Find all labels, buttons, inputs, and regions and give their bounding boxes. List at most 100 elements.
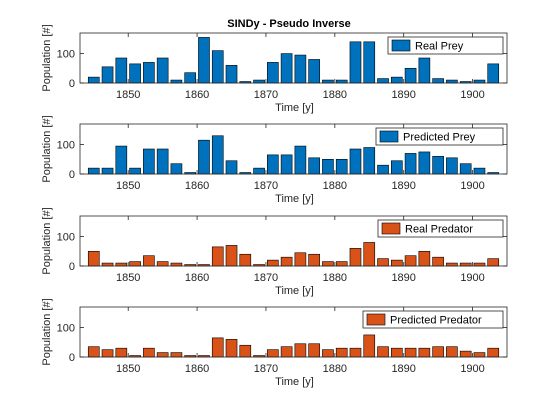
x-tick-label: 1850 <box>116 363 140 375</box>
y-tick-label: 100 <box>57 232 75 244</box>
bar <box>280 53 293 84</box>
bar <box>115 262 128 267</box>
axes-box <box>79 215 508 267</box>
bar <box>170 262 183 267</box>
x-tick-label: 1900 <box>460 272 484 284</box>
x-tick-label: 1860 <box>185 89 209 101</box>
bar <box>349 248 362 267</box>
bar <box>473 262 486 267</box>
bar <box>363 147 376 175</box>
bar <box>308 59 320 84</box>
bar <box>377 258 389 267</box>
bar <box>459 163 472 175</box>
x-tick-label: 1870 <box>254 89 278 101</box>
bar <box>473 167 486 175</box>
bar <box>349 148 362 175</box>
bar <box>280 346 293 358</box>
bar <box>87 346 100 358</box>
bar <box>198 37 210 84</box>
x-axis-label: Time [y] <box>275 376 314 388</box>
y-tick-label: 100 <box>57 323 75 335</box>
y-axis-label: Population [#] <box>41 298 53 365</box>
bar <box>225 65 238 84</box>
y-axis-label: Population [#] <box>41 24 53 91</box>
bar <box>225 160 238 175</box>
x-tick-label: 1880 <box>323 363 347 375</box>
x-tick-label: 1890 <box>391 180 415 192</box>
bar <box>322 349 334 358</box>
bar <box>156 261 169 267</box>
y-tick-label: 0 <box>69 169 75 181</box>
bar <box>322 261 334 267</box>
bar <box>349 347 362 358</box>
bar <box>170 79 183 84</box>
legend-label: Real Prey <box>415 41 464 53</box>
bar <box>446 262 458 267</box>
bar <box>87 250 100 267</box>
chart-title: SINDy - Pseudo Inverse <box>227 18 351 30</box>
bar <box>239 253 252 267</box>
y-axis-label: Population [#] <box>41 115 53 182</box>
bar <box>156 352 169 358</box>
bar <box>308 343 320 358</box>
bar <box>156 57 169 84</box>
x-tick-label: 1900 <box>460 180 484 192</box>
bar <box>322 158 334 175</box>
y-tick-label: 100 <box>57 49 75 61</box>
subplot-1: 1850 1860 1870 1880 1890 1900 0 100 Time [y] Popu… <box>41 24 508 114</box>
bar <box>459 262 472 267</box>
bar <box>308 253 320 267</box>
bar <box>129 261 141 267</box>
bar <box>101 262 114 267</box>
legend-box <box>387 36 504 55</box>
x-tick-label: 1860 <box>185 363 209 375</box>
bar <box>115 145 128 175</box>
x-tick-label: 1900 <box>460 363 484 375</box>
bar <box>129 63 141 84</box>
bar <box>390 259 403 267</box>
bar <box>404 67 417 84</box>
bar <box>280 256 293 267</box>
bar <box>363 242 376 267</box>
bar <box>267 259 279 267</box>
y-tick-label: 0 <box>69 261 75 273</box>
bar <box>253 79 265 84</box>
bar <box>267 349 279 358</box>
bar <box>143 255 155 267</box>
bar <box>129 167 141 175</box>
y-axis-label: Population [#] <box>41 207 53 274</box>
bar <box>170 163 183 175</box>
x-tick-label: 1850 <box>116 180 140 192</box>
bar <box>390 347 403 358</box>
x-axis-label: Time [y] <box>275 102 314 114</box>
bar <box>390 160 403 175</box>
bar <box>101 167 114 175</box>
x-tick-label: 1850 <box>116 89 140 101</box>
bar <box>459 350 472 358</box>
bar <box>377 164 389 175</box>
bar <box>294 54 307 84</box>
x-tick-label: 1900 <box>460 89 484 101</box>
bar <box>363 334 376 358</box>
x-tick-label: 1880 <box>323 89 347 101</box>
bar <box>267 62 279 84</box>
x-axis-label: Time [y] <box>275 193 314 205</box>
bar <box>294 145 307 175</box>
bar <box>198 139 210 175</box>
bar <box>335 158 348 175</box>
bar <box>432 156 444 175</box>
x-tick-label: 1860 <box>185 272 209 284</box>
bar <box>225 245 238 267</box>
legend-label: Predicted Predator <box>390 315 482 327</box>
bar <box>418 250 431 267</box>
bar <box>225 339 238 358</box>
bar <box>418 57 431 84</box>
bar <box>143 148 155 175</box>
x-tick-label: 1870 <box>254 180 278 192</box>
y-tick-label: 0 <box>69 352 75 364</box>
x-tick-label: 1880 <box>323 272 347 284</box>
bar <box>349 41 362 84</box>
bar <box>308 157 320 175</box>
x-tick-label: 1890 <box>391 89 415 101</box>
